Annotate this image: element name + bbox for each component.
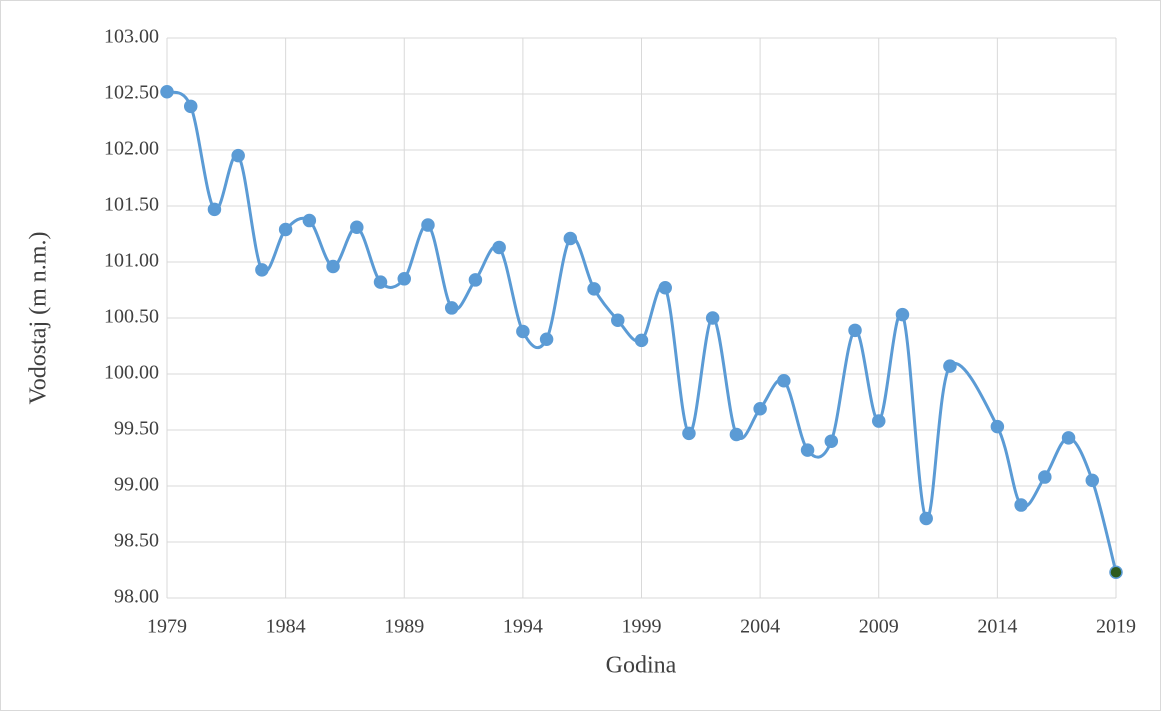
marker [611, 313, 625, 327]
x-tick-label: 2004 [740, 616, 780, 638]
x-tick-label: 1989 [384, 616, 424, 638]
marker [539, 332, 554, 347]
marker [278, 222, 293, 237]
y-axis-title: Vodostaj (m n.m.) [26, 232, 52, 405]
marker [421, 218, 435, 232]
marker [848, 323, 862, 338]
marker [1014, 498, 1028, 512]
y-tick-label: 102.50 [104, 82, 159, 104]
marker [895, 307, 910, 322]
y-tick-label: 101.50 [104, 194, 159, 216]
x-tick-label: 2009 [859, 616, 899, 638]
marker [302, 213, 317, 228]
x-tick-label: 1979 [147, 616, 187, 638]
marker [492, 240, 506, 255]
marker [1085, 473, 1100, 488]
marker [634, 333, 649, 348]
y-tick-label: 99.00 [114, 474, 159, 496]
y-tick-label: 102.00 [104, 138, 159, 160]
marker [824, 434, 839, 448]
marker [800, 443, 815, 457]
y-tick-label: 98.50 [114, 530, 159, 552]
y-tick-label: 98.00 [114, 586, 159, 608]
marker [682, 426, 696, 441]
x-tick-label: 2014 [977, 616, 1017, 638]
marker [468, 273, 483, 287]
marker [990, 419, 1005, 434]
marker [183, 99, 198, 114]
marker [207, 202, 222, 217]
marker [1061, 431, 1076, 445]
marker [658, 281, 672, 295]
marker [705, 311, 720, 325]
marker [255, 263, 269, 277]
marker [444, 301, 459, 315]
marker [872, 414, 886, 428]
marker [1109, 565, 1123, 579]
y-tick-label: 100.00 [104, 362, 159, 384]
x-tick-label: 1984 [266, 616, 306, 638]
marker [587, 282, 601, 296]
marker [563, 231, 578, 246]
marker [326, 259, 340, 274]
x-tick-label: 2019 [1096, 616, 1136, 638]
y-tick-label: 101.00 [104, 250, 159, 272]
marker [729, 427, 744, 442]
marker [777, 373, 791, 388]
marker [919, 511, 933, 526]
y-tick-label: 103.00 [104, 26, 159, 48]
marker [1038, 470, 1052, 484]
y-tick-label: 100.50 [104, 306, 159, 328]
marker [350, 220, 364, 235]
y-tick-label: 99.50 [114, 418, 159, 440]
marker [943, 359, 957, 373]
marker [231, 148, 245, 163]
marker [753, 401, 767, 416]
x-tick-label: 1994 [503, 616, 543, 638]
marker [397, 272, 411, 286]
marker [160, 85, 174, 99]
x-axis-title: Godina [606, 653, 677, 679]
x-tick-label: 1999 [622, 616, 662, 638]
marker [516, 324, 530, 339]
marker [373, 275, 388, 289]
